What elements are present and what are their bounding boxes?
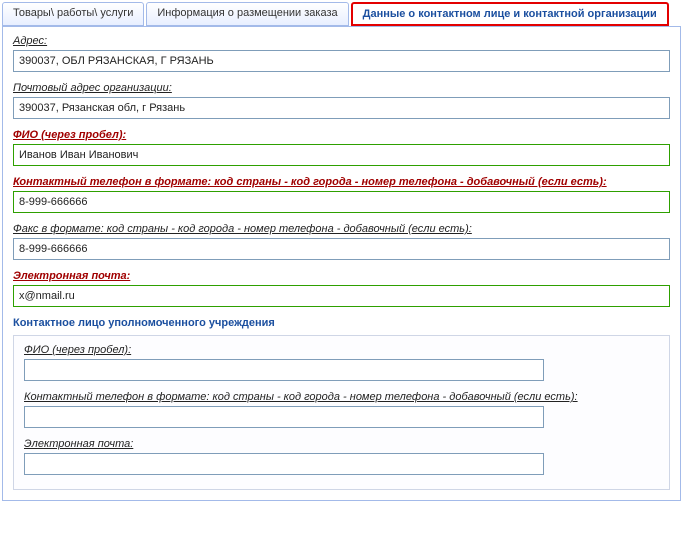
tab-contact-data[interactable]: Данные о контактном лице и контактной ор… [351,2,669,26]
field-address: Адрес: [13,35,670,72]
input-fio2[interactable] [24,359,544,381]
field-email2: Электронная почта: [24,438,659,475]
input-fio[interactable] [13,144,670,166]
input-address[interactable] [13,50,670,72]
input-email[interactable] [13,285,670,307]
input-phone2[interactable] [24,406,544,428]
field-postal: Почтовый адрес организации: [13,82,670,119]
input-postal[interactable] [13,97,670,119]
field-phone2: Контактный телефон в формате: код страны… [24,391,659,428]
label-email2: Электронная почта: [24,438,133,450]
input-email2[interactable] [24,453,544,475]
form-area: Адрес: Почтовый адрес организации: ФИО (… [2,26,681,501]
tab-order-info[interactable]: Информация о размещении заказа [146,2,348,26]
field-email: Электронная почта: [13,270,670,307]
label-phone2: Контактный телефон в формате: код страны… [24,391,578,403]
field-phone: Контактный телефон в формате: код страны… [13,176,670,213]
section-title-authorized: Контактное лицо уполномоченного учрежден… [13,317,670,329]
label-fax: Факс в формате: код страны - код города … [13,223,472,235]
tabs-row: Товары\ работы\ услуги Информация о разм… [0,0,683,26]
input-fax[interactable] [13,238,670,260]
field-fio2: ФИО (через пробел): [24,344,659,381]
field-fax: Факс в формате: код страны - код города … [13,223,670,260]
label-phone: Контактный телефон в формате: код страны… [13,176,607,188]
field-fio: ФИО (через пробел): [13,129,670,166]
label-postal: Почтовый адрес организации: [13,82,172,94]
tab-goods[interactable]: Товары\ работы\ услуги [2,2,144,26]
label-address: Адрес: [13,35,47,47]
label-fio: ФИО (через пробел): [13,129,126,141]
fieldset-authorized: ФИО (через пробел): Контактный телефон в… [13,335,670,490]
input-phone[interactable] [13,191,670,213]
label-fio2: ФИО (через пробел): [24,344,131,356]
label-email: Электронная почта: [13,270,130,282]
